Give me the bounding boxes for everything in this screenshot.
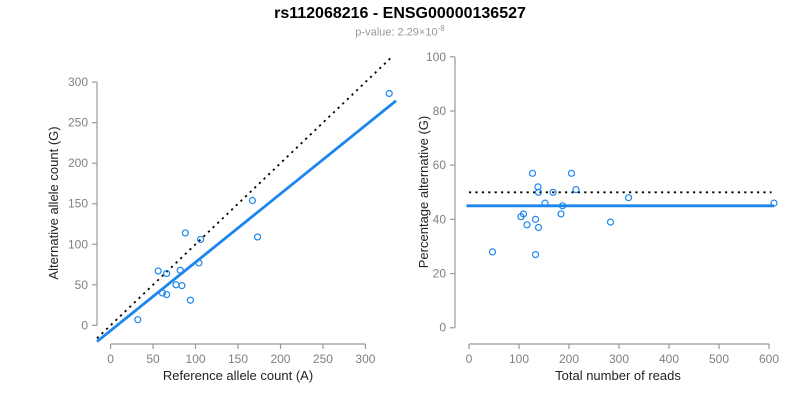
data-point xyxy=(549,188,557,196)
data-point xyxy=(531,251,540,259)
right-y-axis-title: Percentage alternative (G) xyxy=(416,115,431,269)
data-point xyxy=(181,229,189,237)
x-tick-label: 100 xyxy=(186,352,206,366)
y-tick-label: 200 xyxy=(68,156,88,170)
y-tick-label: 0 xyxy=(81,318,88,332)
data-point xyxy=(195,259,203,267)
y-tick-label: 20 xyxy=(433,267,447,281)
right-plot-group: 0 100 200 300 400 500 600 0 20 40 60 80 100 xyxy=(426,50,779,366)
left-y-axis-title: Alternative allele count (G) xyxy=(46,126,61,280)
y-tick-label: 100 xyxy=(426,50,446,64)
data-point xyxy=(624,194,633,202)
data-point xyxy=(488,248,497,256)
data-point xyxy=(528,169,537,177)
x-tick-label: 200 xyxy=(270,352,290,366)
data-point xyxy=(178,282,186,290)
fitted-regression-line xyxy=(96,99,397,343)
data-point xyxy=(606,218,615,226)
data-point xyxy=(253,233,262,241)
x-tick-label: 150 xyxy=(228,352,248,366)
data-point xyxy=(567,169,576,177)
data-point xyxy=(172,281,180,289)
y-tick-label: 50 xyxy=(75,278,89,292)
data-point xyxy=(163,290,171,299)
data-point xyxy=(163,269,171,278)
x-tick-label: 0 xyxy=(466,352,473,366)
y-tick-label: 250 xyxy=(68,116,88,130)
figure-title: rs112068216 - ENSG00000136527 xyxy=(274,5,526,22)
data-point xyxy=(572,185,580,194)
y-tick-label: 300 xyxy=(68,75,88,89)
y-tick-label: 100 xyxy=(68,237,88,251)
x-tick-label: 250 xyxy=(313,352,333,366)
x-tick-label: 100 xyxy=(509,352,529,366)
data-point xyxy=(134,316,142,324)
identity-reference-line xyxy=(96,56,393,339)
data-point xyxy=(534,188,543,196)
figure-subtitle: p-value: 2.29×10-8 xyxy=(0,24,800,39)
data-point xyxy=(158,289,167,297)
x-tick-label: 200 xyxy=(559,352,579,366)
x-tick-label: 0 xyxy=(107,352,114,366)
x-tick-label: 500 xyxy=(709,352,729,366)
y-tick-label: 80 xyxy=(433,104,447,118)
y-tick-label: 40 xyxy=(433,212,447,226)
right-x-axis-title: Total number of reads xyxy=(555,368,681,383)
p-value-exponent: -8 xyxy=(437,24,445,33)
data-point xyxy=(385,89,393,98)
data-point xyxy=(541,199,549,207)
left-x-axis-title: Reference allele count (A) xyxy=(162,368,314,383)
x-tick-label: 300 xyxy=(609,352,629,366)
y-tick-label: 150 xyxy=(68,197,88,211)
y-tick-label: 0 xyxy=(439,321,446,335)
p-value-text: p-value: 2.29×10 xyxy=(355,26,438,39)
data-point xyxy=(770,199,778,207)
data-point xyxy=(519,210,528,218)
x-tick-label: 50 xyxy=(146,352,160,366)
x-tick-label: 300 xyxy=(355,352,375,366)
y-tick-label: 60 xyxy=(433,158,447,172)
x-tick-label: 600 xyxy=(759,352,779,366)
data-point xyxy=(197,235,205,244)
data-point xyxy=(531,215,540,223)
data-point xyxy=(186,296,195,304)
data-point xyxy=(176,266,184,274)
data-point xyxy=(534,223,543,232)
left-plot-group: 0 50 100 150 200 250 300 0 50 100 150 200 250 300 xyxy=(68,56,397,366)
data-point xyxy=(154,267,162,275)
data-point xyxy=(557,210,565,218)
data-point xyxy=(523,221,531,229)
data-point xyxy=(558,202,567,210)
data-point xyxy=(248,196,257,205)
x-tick-label: 400 xyxy=(659,352,679,366)
